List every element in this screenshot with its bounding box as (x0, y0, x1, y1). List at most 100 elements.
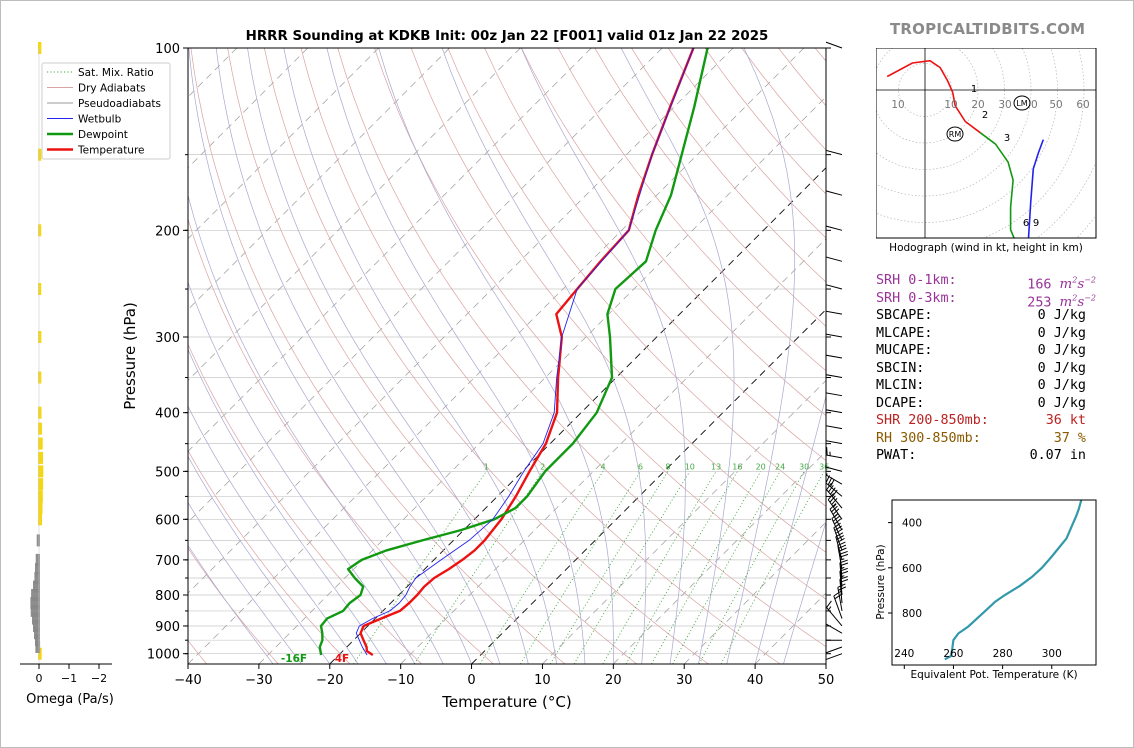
param-label: PWAT: (876, 448, 917, 463)
hodograph-marker: LM (1016, 99, 1027, 108)
mixing-ratio-label: 30 (799, 462, 809, 471)
wind-barb (826, 284, 843, 290)
skewt-y-tick: 100 (155, 42, 180, 57)
wind-barb (826, 310, 843, 315)
skewt-y-tick: 500 (155, 465, 180, 480)
param-label: MLCIN: (876, 378, 925, 393)
skewt-legend: Sat. Mix. Ratio Dry Adiabats Pseudoadiabat… (41, 62, 171, 160)
hodograph-ring-label: 60 (1076, 99, 1089, 111)
omega-bar (36, 534, 40, 547)
mixing-ratio-label: 36 (819, 462, 829, 471)
hodograph-height-label: 3 (1004, 133, 1010, 144)
param-row: MUCAPE: 0 J/kg (876, 342, 1096, 360)
wind-barb (826, 473, 843, 497)
param-row: MLCIN: 0 J/kg (876, 377, 1096, 395)
sounding-parameters: SRH 0-1km: 166 m2s−2 SRH 0-3km: 253 m2s−2 SB… (876, 272, 1096, 465)
hodograph-height-label: 2 (982, 110, 988, 121)
omega-bar (35, 563, 40, 576)
series-dewpoint (318, 48, 709, 656)
omega-x-tick: −1 (61, 672, 77, 685)
omega-bar (38, 422, 42, 435)
theta-e-y-axis-label: Pressure (hPa) (875, 544, 887, 619)
omega-panel: 0 −1 −2 Omega (Pa/s) (20, 42, 114, 707)
param-value: 37 % (1053, 430, 1086, 446)
omega-bar (38, 513, 42, 526)
param-label: SRH 0-3km: (876, 290, 957, 306)
param-label: SRH 0-1km: (876, 273, 957, 288)
legend-entry: Temperature (77, 145, 145, 157)
omega-bar (35, 634, 40, 647)
wind-barb (826, 374, 843, 379)
mixing-ratio-label: 13 (711, 462, 721, 471)
skewt-x-tick: −20 (316, 673, 343, 688)
wind-barb (839, 567, 849, 596)
wind-barb (826, 256, 843, 262)
wind-barb (826, 392, 843, 397)
theta-e-x-tick: 300 (1042, 648, 1062, 660)
skewt-x-axis-label: Temperature (°C) (441, 693, 571, 711)
legend-entry: Sat. Mix. Ratio (78, 67, 154, 79)
skewt-plot-frame (187, 47, 827, 665)
hodograph-trace (951, 92, 981, 134)
wind-barb (826, 653, 843, 661)
wind-barb (837, 583, 847, 612)
mixing-ratio-label: 2 (540, 462, 545, 471)
omega-bar (30, 604, 40, 617)
omega-bar (38, 148, 42, 161)
omega-bar (38, 478, 44, 491)
hodograph-ring-label: 30 (998, 99, 1011, 111)
wind-barb (839, 559, 849, 587)
hodograph-ring-label: 10 (944, 99, 957, 111)
hodograph-caption: Hodograph (wind in kt, height in km) (889, 242, 1083, 254)
hodograph-ring-label: 10 (891, 99, 904, 111)
wind-barb (826, 333, 843, 338)
mixing-ratio-label: 16 (732, 462, 742, 471)
param-label: SBCAPE: (876, 308, 933, 323)
surface-dewpoint-label: -16F (281, 653, 307, 665)
hodograph-height-label: 9 (1033, 218, 1039, 229)
param-value: 253 m2s−2 (1027, 293, 1096, 310)
omega-bar (33, 620, 40, 632)
wind-barb (826, 482, 843, 509)
skewt-y-tick: 900 (155, 620, 180, 635)
param-label: RH 300-850mb: (876, 430, 981, 446)
mixing-ratio-label: 4 (601, 462, 606, 471)
wind-barb (826, 190, 843, 196)
skewt-x-tick: 20 (605, 673, 622, 688)
param-row: SBCAPE: 0 J/kg (876, 307, 1096, 325)
param-row: SRH 0-1km: 166 m2s−2 (876, 272, 1096, 292)
wind-barb (826, 149, 843, 156)
skewt-y-tick: 1000 (147, 648, 180, 663)
omega-bar (38, 224, 42, 237)
mixing-ratio-label: 24 (775, 462, 785, 471)
skewt-x-tick: −10 (387, 673, 414, 688)
omega-bar (31, 589, 40, 601)
surface-temperature-label: 4F (335, 653, 349, 665)
omega-bar (33, 580, 40, 593)
skewt-x-tick: 0 (467, 673, 475, 688)
omega-bar (34, 572, 40, 584)
omega-bar (38, 283, 42, 295)
omega-bar (38, 371, 42, 384)
omega-bar (38, 465, 44, 478)
omega-bar (38, 42, 42, 54)
param-label: MUCAPE: (876, 343, 933, 358)
skewt-y-tick: 800 (155, 589, 180, 604)
param-row: SHR 200-850mb: 36 kt (876, 412, 1096, 430)
legend-entry: Pseudoadiabats (78, 98, 161, 110)
hodograph-height-label: 1 (971, 84, 977, 95)
wind-barb (826, 600, 843, 627)
mixing-ratio-label: 8 (665, 462, 670, 471)
mixing-ratio-label: 10 (685, 462, 695, 471)
theta-e-panel: 240 260 280 300 400 600 800 Equivalent Pot. Te… (875, 499, 1097, 681)
legend-entry: Dewpoint (78, 129, 128, 141)
param-value: 0 J/kg (1037, 378, 1086, 393)
param-row: SBCIN: 0 J/kg (876, 360, 1096, 378)
theta-e-y-tick: 600 (902, 563, 922, 575)
param-value: 0 J/kg (1037, 360, 1086, 376)
theta-e-x-tick: 280 (993, 648, 1013, 660)
hodograph-marker: RM (949, 130, 962, 139)
skewt-y-tick: 700 (155, 554, 180, 569)
omega-bar (38, 406, 42, 419)
omega-x-tick: 0 (36, 672, 43, 685)
